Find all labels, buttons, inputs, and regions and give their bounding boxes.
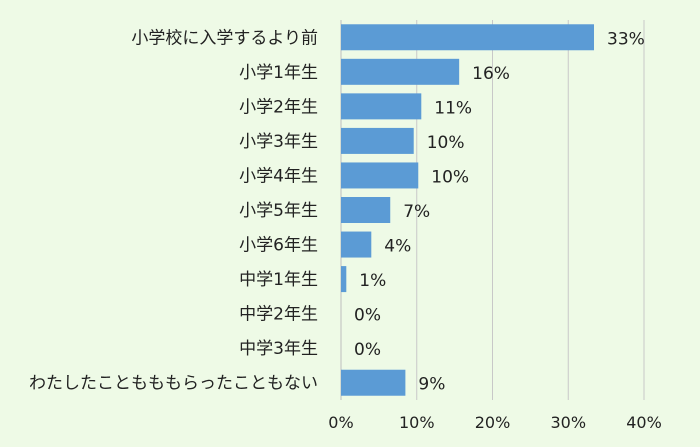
category-label: 小学校に入学するより前	[131, 28, 318, 48]
bar	[341, 369, 406, 396]
data-label: 10%	[427, 133, 465, 153]
category-label: 小学3年生	[239, 132, 318, 152]
category-label: 小学2年生	[239, 97, 318, 117]
bar	[341, 24, 595, 51]
category-label: わたしたこともももらったこともない	[29, 374, 318, 394]
category-label: 中学2年生	[239, 305, 318, 325]
x-tick-label: 30%	[550, 413, 586, 432]
category-label: 小学5年生	[239, 201, 318, 221]
x-tick-label: 10%	[399, 413, 435, 432]
category-labels: 小学校に入学するより前小学1年生小学2年生小学3年生小学4年生小学5年生小学6年…	[29, 28, 318, 393]
bar	[341, 58, 460, 85]
bar	[341, 266, 347, 293]
data-labels: 33%16%11%10%10%7%4%1%0%0%9%	[354, 29, 645, 394]
data-label: 16%	[472, 64, 510, 84]
bar	[341, 93, 422, 120]
data-label: 9%	[418, 375, 445, 395]
bar	[341, 231, 372, 258]
x-tick-label: 0%	[328, 413, 353, 432]
x-tick-label: 20%	[475, 413, 511, 432]
bar	[341, 162, 419, 189]
data-label: 0%	[354, 306, 381, 326]
x-tick-label: 40%	[626, 413, 662, 432]
bars	[341, 24, 595, 396]
category-label: 小学1年生	[239, 63, 318, 83]
x-axis-tick-labels: 0% 10% 20% 30% 40%	[328, 413, 661, 432]
data-label: 7%	[403, 202, 430, 222]
category-label: 小学6年生	[239, 236, 318, 256]
category-label: 中学1年生	[239, 270, 318, 290]
category-label: 中学3年生	[239, 339, 318, 359]
bar	[341, 197, 391, 223]
data-label: 4%	[384, 237, 411, 257]
bar	[341, 127, 414, 154]
data-label: 1%	[359, 271, 386, 291]
data-label: 11%	[434, 98, 472, 118]
data-label: 0%	[354, 340, 381, 360]
category-label: 小学4年生	[239, 166, 318, 186]
data-label: 10%	[431, 167, 469, 187]
data-label: 33%	[607, 29, 645, 49]
